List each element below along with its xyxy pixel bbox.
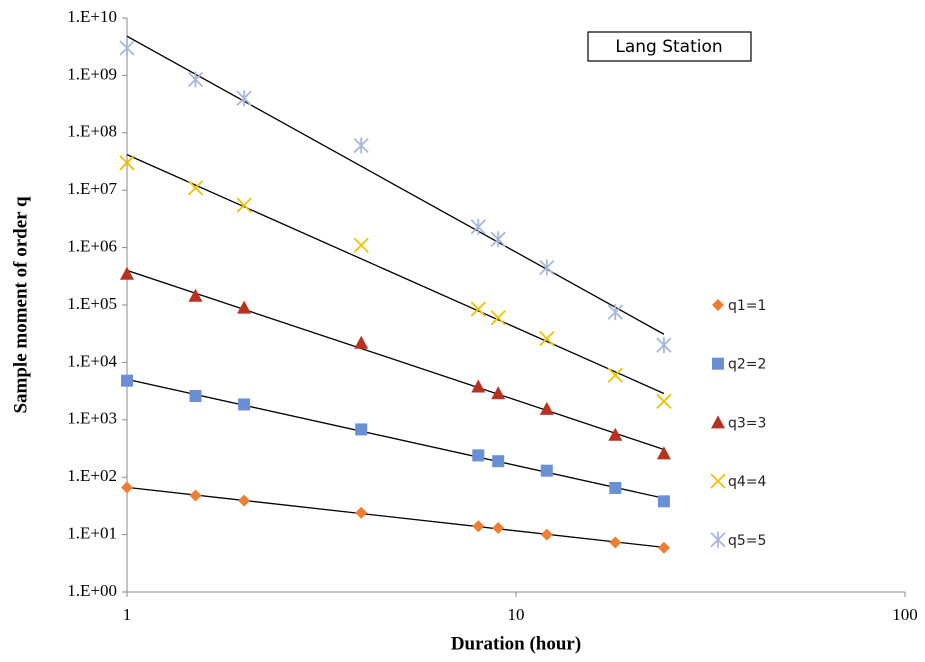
y-axis-title: Sample moment of order q: [10, 196, 31, 414]
y-tick-label: 1.E+04: [67, 351, 117, 370]
data-point: [187, 71, 204, 88]
legend-label: q4=4: [728, 474, 767, 490]
data-point: [609, 481, 622, 494]
legend-marker: [711, 415, 725, 429]
x-tick-label: 10: [508, 605, 525, 624]
data-point: [491, 386, 506, 400]
data-point: [608, 427, 623, 441]
data-point: [238, 398, 251, 411]
data-point: [656, 446, 671, 460]
data-point: [490, 310, 506, 326]
data-point: [121, 481, 133, 494]
legend-label: q1=1: [728, 298, 766, 314]
y-tick-label: 1.E+10: [67, 7, 117, 26]
data-point: [353, 237, 369, 253]
data-point: [188, 288, 203, 302]
y-tick-label: 1.E+08: [67, 122, 117, 141]
y-tick-label: 1.E+00: [67, 581, 117, 600]
y-tick-label: 1.E+01: [67, 524, 117, 543]
data-point: [187, 180, 204, 196]
data-point: [609, 536, 622, 549]
y-tick-label: 1.E+02: [67, 466, 117, 485]
legend-marker: [710, 531, 726, 548]
legend-label: q2=2: [728, 357, 766, 373]
y-tick-label: 1.E+07: [67, 179, 117, 198]
y-tick-label: 1.E+05: [67, 294, 117, 313]
data-point: [539, 259, 555, 276]
data-point: [607, 367, 623, 383]
trend-line: [126, 35, 665, 335]
data-point: [472, 449, 485, 462]
data-point: [471, 379, 486, 393]
x-tick-label: 100: [892, 605, 918, 624]
data-point: [607, 304, 623, 321]
data-point: [121, 374, 133, 387]
data-point: [539, 330, 555, 347]
data-point: [236, 90, 252, 107]
chart-title: Lang Station: [615, 37, 722, 57]
y-tick-label: 1.E+09: [67, 64, 117, 83]
data-point: [492, 455, 505, 468]
data-point: [119, 155, 135, 171]
data-point: [355, 506, 368, 519]
x-axis-title: Duration (hour): [451, 633, 581, 654]
data-point: [539, 401, 554, 415]
legend-marker: [710, 473, 726, 489]
data-point: [236, 197, 252, 213]
data-point: [492, 522, 505, 535]
trend-line: [126, 378, 665, 499]
trend-line: [126, 154, 665, 395]
data-point: [238, 494, 251, 507]
trend-line: [126, 269, 665, 451]
x-tick-label: 1: [123, 605, 132, 624]
legend-marker: [712, 357, 724, 370]
y-tick-label: 1.E+03: [67, 409, 117, 428]
data-point: [354, 335, 369, 349]
legend-label: q3=3: [728, 415, 766, 431]
title-box: [587, 31, 752, 62]
data-point: [120, 266, 134, 280]
data-point: [657, 495, 670, 508]
data-point: [355, 423, 368, 436]
data-point: [237, 300, 252, 314]
legend-label: q5=5: [728, 533, 766, 549]
data-point: [119, 40, 135, 57]
data-point: [470, 218, 486, 235]
data-point: [540, 528, 553, 541]
data-point: [472, 520, 485, 533]
data-point: [470, 301, 486, 317]
data-point: [490, 231, 506, 248]
y-tick-label: 1.E+06: [67, 237, 117, 256]
data-point: [189, 489, 202, 502]
trend-line: [126, 486, 664, 549]
data-point: [540, 464, 553, 477]
data-point: [656, 337, 672, 354]
data-point: [657, 541, 670, 554]
data-point: [656, 393, 672, 409]
data-point: [353, 137, 369, 154]
legend-marker: [712, 299, 724, 311]
data-point: [189, 389, 202, 402]
